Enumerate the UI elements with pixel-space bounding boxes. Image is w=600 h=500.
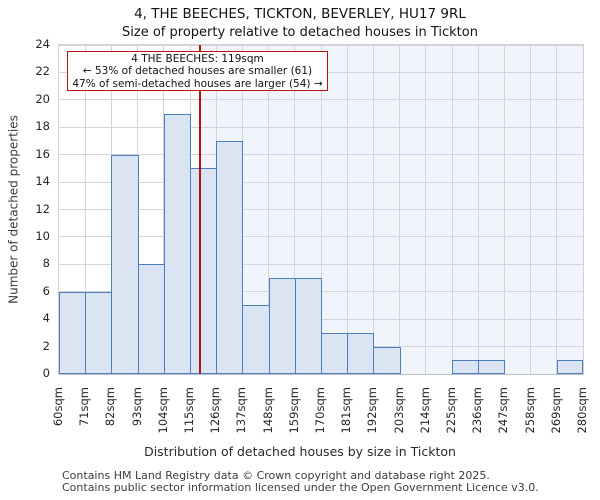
x-tick-label: 71sqm [77,387,92,427]
histogram-bar [556,360,583,374]
histogram-bar [163,113,191,374]
x-tick-label: 104sqm [155,387,170,434]
histogram-bar [85,291,113,374]
histogram-bar [452,360,480,374]
vertical-gridline [399,45,401,374]
y-tick-label: 10 [35,228,50,243]
annotation-smaller-stat: ← 53% of detached houses are smaller (61… [82,65,313,78]
x-tick-label: 247sqm [496,387,511,434]
x-tick-label: 225sqm [444,387,458,434]
y-tick-label: 14 [35,174,50,189]
y-tick-label: 20 [35,91,50,106]
chart-title: 4, THE BEECHES, TICKTON, BEVERLEY, HU17 … [134,6,466,22]
x-tick-label: 82sqm [103,387,118,427]
x-tick-label: 93sqm [129,387,144,427]
chart-subtitle: Size of property relative to detached ho… [122,25,478,40]
y-tick-label: 8 [42,256,50,271]
histogram-bar [242,305,270,374]
x-axis-title: Distribution of detached houses by size … [144,444,456,459]
x-tick-label: 159sqm [286,387,301,434]
y-tick-label: 4 [42,311,50,326]
y-tick-label: 18 [35,119,50,134]
histogram-bar [216,140,244,374]
y-tick-label: 16 [35,146,50,161]
histogram-bar [478,360,506,374]
property-size-marker-line [198,45,201,374]
vertical-gridline [477,45,479,374]
y-tick-label: 24 [35,37,50,51]
histogram-bar [190,168,218,374]
histogram-bar [373,346,401,374]
x-tick-label: 170sqm [313,387,327,434]
vertical-gridline [503,45,505,374]
x-tick-label: 137sqm [234,387,249,434]
x-tick-label: 148sqm [260,387,275,434]
x-axis-line [59,373,583,375]
histogram-bar [268,278,296,374]
x-tick-label: 60sqm [51,387,65,427]
histogram-bar [111,154,139,374]
footer-line-1: Contains HM Land Registry data © Crown c… [62,469,490,482]
histogram-bar [59,291,87,374]
vertical-gridline [346,45,348,374]
plot-area [58,44,584,375]
property-annotation-box: 4 THE BEECHES: 119sqm ← 53% of detached … [67,51,328,91]
x-tick-label: 192sqm [365,387,380,434]
x-tick-label: 269sqm [548,387,563,434]
chart-header: 4, THE BEECHES, TICKTON, BEVERLEY, HU17 … [0,5,600,41]
histogram-bar [137,264,165,374]
annotation-property-size: 4 THE BEECHES: 119sqm [131,53,264,65]
attribution-footer: Contains HM Land Registry data © Crown c… [62,470,539,493]
histogram-bar [347,332,375,374]
footer-line-2: Contains public sector information licen… [62,480,539,494]
y-tick-label: 6 [42,283,50,298]
vertical-gridline [84,45,86,374]
histogram-bar [321,332,349,374]
x-tick-label: 214sqm [417,387,432,434]
y-tick-label: 2 [42,338,50,353]
annotation-larger-stat: 47% of semi-detached houses are larger (… [72,77,323,90]
y-tick-label: 12 [35,201,50,216]
vertical-gridline [425,45,427,374]
vertical-gridline [530,45,532,374]
x-tick-label: 280sqm [575,387,589,434]
x-tick-label: 126sqm [208,387,223,434]
x-tick-label: 258sqm [522,387,537,434]
x-tick-label: 115sqm [182,387,196,434]
x-tick-label: 236sqm [470,387,485,434]
vertical-gridline [556,45,558,374]
x-tick-label: 181sqm [339,387,354,434]
y-tick-label: 0 [42,366,50,380]
vertical-gridline [320,45,322,374]
vertical-gridline [372,45,374,374]
vertical-gridline [294,45,296,374]
x-tick-label: 203sqm [391,387,406,434]
vertical-gridline [451,45,453,374]
vertical-gridline [268,45,270,374]
y-tick-label: 22 [35,64,50,79]
histogram-bar [294,278,322,374]
